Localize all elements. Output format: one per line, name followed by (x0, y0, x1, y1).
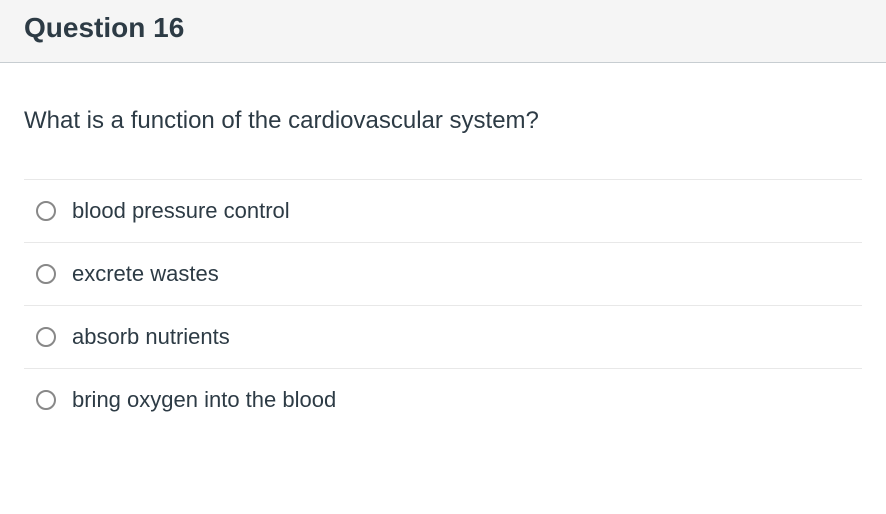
option-label: blood pressure control (72, 198, 290, 224)
option-label: excrete wastes (72, 261, 219, 287)
radio-icon[interactable] (36, 201, 56, 221)
radio-icon[interactable] (36, 264, 56, 284)
option-row[interactable]: excrete wastes (24, 243, 862, 306)
question-text: What is a function of the cardiovascular… (24, 107, 862, 135)
option-row[interactable]: blood pressure control (24, 180, 862, 243)
options-list: blood pressure control excrete wastes ab… (24, 179, 862, 431)
option-row[interactable]: bring oxygen into the blood (24, 369, 862, 431)
question-title: Question 16 (24, 12, 862, 44)
question-header: Question 16 (0, 0, 886, 63)
radio-icon[interactable] (36, 390, 56, 410)
question-body: What is a function of the cardiovascular… (0, 63, 886, 431)
option-label: absorb nutrients (72, 324, 230, 350)
option-label: bring oxygen into the blood (72, 387, 336, 413)
option-row[interactable]: absorb nutrients (24, 306, 862, 369)
radio-icon[interactable] (36, 327, 56, 347)
